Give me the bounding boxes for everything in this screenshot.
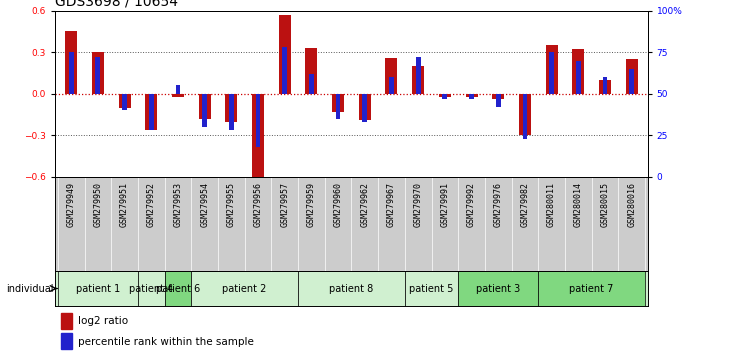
Text: GSM279960: GSM279960 xyxy=(333,182,342,227)
Text: GSM280016: GSM280016 xyxy=(627,182,636,227)
Bar xyxy=(92,52,104,94)
Text: patient 1: patient 1 xyxy=(76,284,120,293)
Text: GSM279952: GSM279952 xyxy=(146,182,156,227)
Text: GSM279949: GSM279949 xyxy=(67,182,76,227)
Bar xyxy=(283,47,287,94)
Bar xyxy=(442,94,447,99)
FancyBboxPatch shape xyxy=(298,271,405,306)
Bar xyxy=(118,94,130,108)
Text: GSM279950: GSM279950 xyxy=(93,182,102,227)
Bar xyxy=(389,77,394,94)
Text: GSM279992: GSM279992 xyxy=(467,182,476,227)
FancyBboxPatch shape xyxy=(191,271,298,306)
Text: GSM280015: GSM280015 xyxy=(601,182,609,227)
FancyBboxPatch shape xyxy=(538,271,645,306)
Bar xyxy=(523,94,527,139)
Bar xyxy=(492,94,504,99)
FancyBboxPatch shape xyxy=(405,271,459,306)
Text: log2 ratio: log2 ratio xyxy=(78,316,128,326)
Text: GSM279962: GSM279962 xyxy=(361,182,369,227)
Bar xyxy=(599,80,611,94)
Bar xyxy=(202,94,207,127)
Bar xyxy=(122,94,127,110)
Text: GSM279955: GSM279955 xyxy=(227,182,236,227)
Text: GSM279957: GSM279957 xyxy=(280,182,289,227)
Bar xyxy=(626,59,637,94)
FancyBboxPatch shape xyxy=(459,271,538,306)
Bar xyxy=(199,94,210,119)
Bar xyxy=(176,85,180,94)
Text: patient 7: patient 7 xyxy=(570,284,614,293)
Bar xyxy=(603,77,607,94)
Bar xyxy=(66,32,77,94)
Bar xyxy=(573,50,584,94)
Text: GSM279956: GSM279956 xyxy=(253,182,263,227)
Bar xyxy=(362,94,367,122)
Bar xyxy=(68,52,74,94)
Bar xyxy=(386,58,397,94)
Bar xyxy=(519,94,531,135)
Bar xyxy=(145,94,158,130)
Bar xyxy=(252,94,264,180)
Bar xyxy=(61,333,72,349)
Bar xyxy=(305,48,317,94)
Bar xyxy=(416,57,420,94)
Bar xyxy=(61,313,72,329)
Bar xyxy=(469,94,474,99)
Text: GSM279954: GSM279954 xyxy=(200,182,209,227)
Text: GSM279967: GSM279967 xyxy=(387,182,396,227)
Bar xyxy=(545,45,558,94)
Bar xyxy=(549,52,554,94)
Bar xyxy=(496,94,500,107)
Text: GSM279959: GSM279959 xyxy=(307,182,316,227)
Text: patient 6: patient 6 xyxy=(156,284,200,293)
Text: GSM279970: GSM279970 xyxy=(414,182,422,227)
Bar xyxy=(172,94,184,97)
Bar xyxy=(96,57,100,94)
Text: GSM280011: GSM280011 xyxy=(547,182,556,227)
Bar xyxy=(332,94,344,112)
Text: patient 8: patient 8 xyxy=(329,284,374,293)
Bar xyxy=(309,74,314,94)
Bar xyxy=(225,94,237,121)
Text: patient 3: patient 3 xyxy=(476,284,520,293)
Text: GSM279991: GSM279991 xyxy=(440,182,450,227)
Bar xyxy=(412,66,424,94)
Text: GSM279953: GSM279953 xyxy=(174,182,183,227)
Text: GSM279951: GSM279951 xyxy=(120,182,129,227)
Bar xyxy=(439,94,451,97)
Bar xyxy=(229,94,234,130)
Text: individual: individual xyxy=(7,284,54,293)
FancyBboxPatch shape xyxy=(58,271,138,306)
Text: percentile rank within the sample: percentile rank within the sample xyxy=(78,337,254,347)
Text: GSM279982: GSM279982 xyxy=(520,182,529,227)
Bar xyxy=(358,94,371,120)
Bar xyxy=(255,94,261,147)
Bar xyxy=(149,94,154,130)
Bar xyxy=(279,15,291,94)
Text: GDS3698 / 10654: GDS3698 / 10654 xyxy=(55,0,178,8)
Bar xyxy=(629,69,634,94)
Bar xyxy=(466,94,478,97)
Text: patient 4: patient 4 xyxy=(129,284,174,293)
Text: GSM279976: GSM279976 xyxy=(494,182,503,227)
Bar xyxy=(576,61,581,94)
Text: GSM280014: GSM280014 xyxy=(574,182,583,227)
Bar xyxy=(336,94,341,119)
FancyBboxPatch shape xyxy=(138,271,165,306)
Text: patient 2: patient 2 xyxy=(222,284,267,293)
Text: patient 5: patient 5 xyxy=(409,284,453,293)
FancyBboxPatch shape xyxy=(165,271,191,306)
